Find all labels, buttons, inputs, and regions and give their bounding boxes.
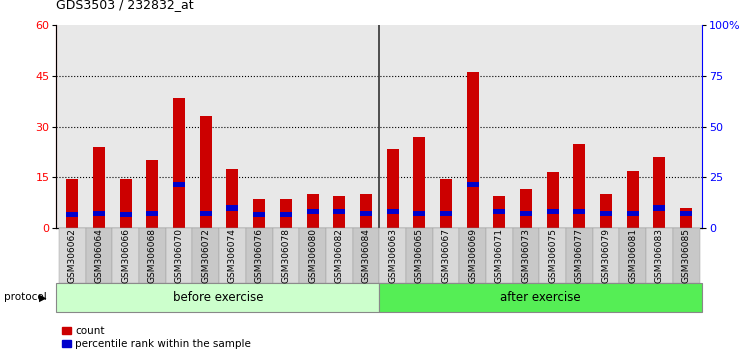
Bar: [440, 211, 452, 216]
Text: GSM306081: GSM306081: [629, 228, 638, 283]
Bar: [93, 211, 105, 216]
Text: GSM306064: GSM306064: [95, 228, 104, 283]
Bar: [653, 205, 665, 211]
Text: ▶: ▶: [39, 292, 47, 302]
Bar: [387, 209, 399, 214]
Bar: [653, 157, 665, 228]
Bar: [280, 212, 292, 217]
Bar: [440, 179, 452, 228]
Text: GSM306076: GSM306076: [255, 228, 264, 283]
Text: GSM306079: GSM306079: [602, 228, 611, 283]
Bar: [333, 196, 345, 228]
Text: GSM306068: GSM306068: [148, 228, 157, 283]
Bar: [93, 147, 105, 228]
Text: GSM306066: GSM306066: [121, 228, 130, 283]
Bar: [306, 209, 318, 214]
Bar: [520, 211, 532, 216]
Bar: [413, 211, 425, 216]
Text: GSM306080: GSM306080: [308, 228, 317, 283]
Bar: [333, 209, 345, 214]
Bar: [146, 160, 158, 228]
Text: after exercise: after exercise: [500, 291, 581, 304]
Text: GSM306082: GSM306082: [335, 228, 344, 283]
Text: GSM306073: GSM306073: [521, 228, 530, 283]
Bar: [306, 194, 318, 228]
Bar: [466, 182, 478, 187]
Bar: [200, 116, 212, 228]
Text: GSM306072: GSM306072: [201, 228, 210, 283]
Text: GSM306070: GSM306070: [174, 228, 183, 283]
Bar: [360, 194, 372, 228]
Bar: [547, 209, 559, 214]
Bar: [493, 209, 505, 214]
Text: GSM306077: GSM306077: [575, 228, 584, 283]
Bar: [360, 211, 372, 216]
Bar: [680, 208, 692, 228]
Bar: [574, 209, 586, 214]
Bar: [173, 98, 185, 228]
Legend: count, percentile rank within the sample: count, percentile rank within the sample: [62, 326, 251, 349]
Bar: [66, 212, 78, 217]
Text: GSM306083: GSM306083: [655, 228, 664, 283]
Bar: [627, 211, 639, 216]
Bar: [146, 211, 158, 216]
Bar: [547, 172, 559, 228]
Text: GSM306062: GSM306062: [68, 228, 77, 283]
Text: GDS3503 / 232832_at: GDS3503 / 232832_at: [56, 0, 194, 11]
Bar: [227, 169, 239, 228]
Text: before exercise: before exercise: [173, 291, 263, 304]
Text: GSM306067: GSM306067: [442, 228, 451, 283]
Bar: [227, 205, 239, 211]
Bar: [600, 211, 612, 216]
Text: GSM306074: GSM306074: [228, 228, 237, 283]
Bar: [520, 189, 532, 228]
Text: GSM306075: GSM306075: [548, 228, 557, 283]
Text: GSM306085: GSM306085: [682, 228, 691, 283]
Bar: [253, 212, 265, 217]
Bar: [119, 179, 131, 228]
Bar: [493, 196, 505, 228]
Bar: [200, 211, 212, 216]
Text: GSM306069: GSM306069: [468, 228, 477, 283]
Bar: [574, 143, 586, 228]
Text: GSM306065: GSM306065: [415, 228, 424, 283]
Bar: [280, 200, 292, 228]
Bar: [119, 212, 131, 217]
Bar: [253, 200, 265, 228]
Bar: [387, 149, 399, 228]
Bar: [66, 179, 78, 228]
Bar: [627, 171, 639, 228]
Bar: [413, 137, 425, 228]
Bar: [173, 182, 185, 187]
Text: protocol: protocol: [4, 292, 47, 302]
Text: GSM306084: GSM306084: [361, 228, 370, 283]
Text: GSM306063: GSM306063: [388, 228, 397, 283]
Bar: [466, 72, 478, 228]
Text: GSM306071: GSM306071: [495, 228, 504, 283]
Bar: [680, 211, 692, 216]
Text: GSM306078: GSM306078: [282, 228, 291, 283]
Bar: [600, 194, 612, 228]
